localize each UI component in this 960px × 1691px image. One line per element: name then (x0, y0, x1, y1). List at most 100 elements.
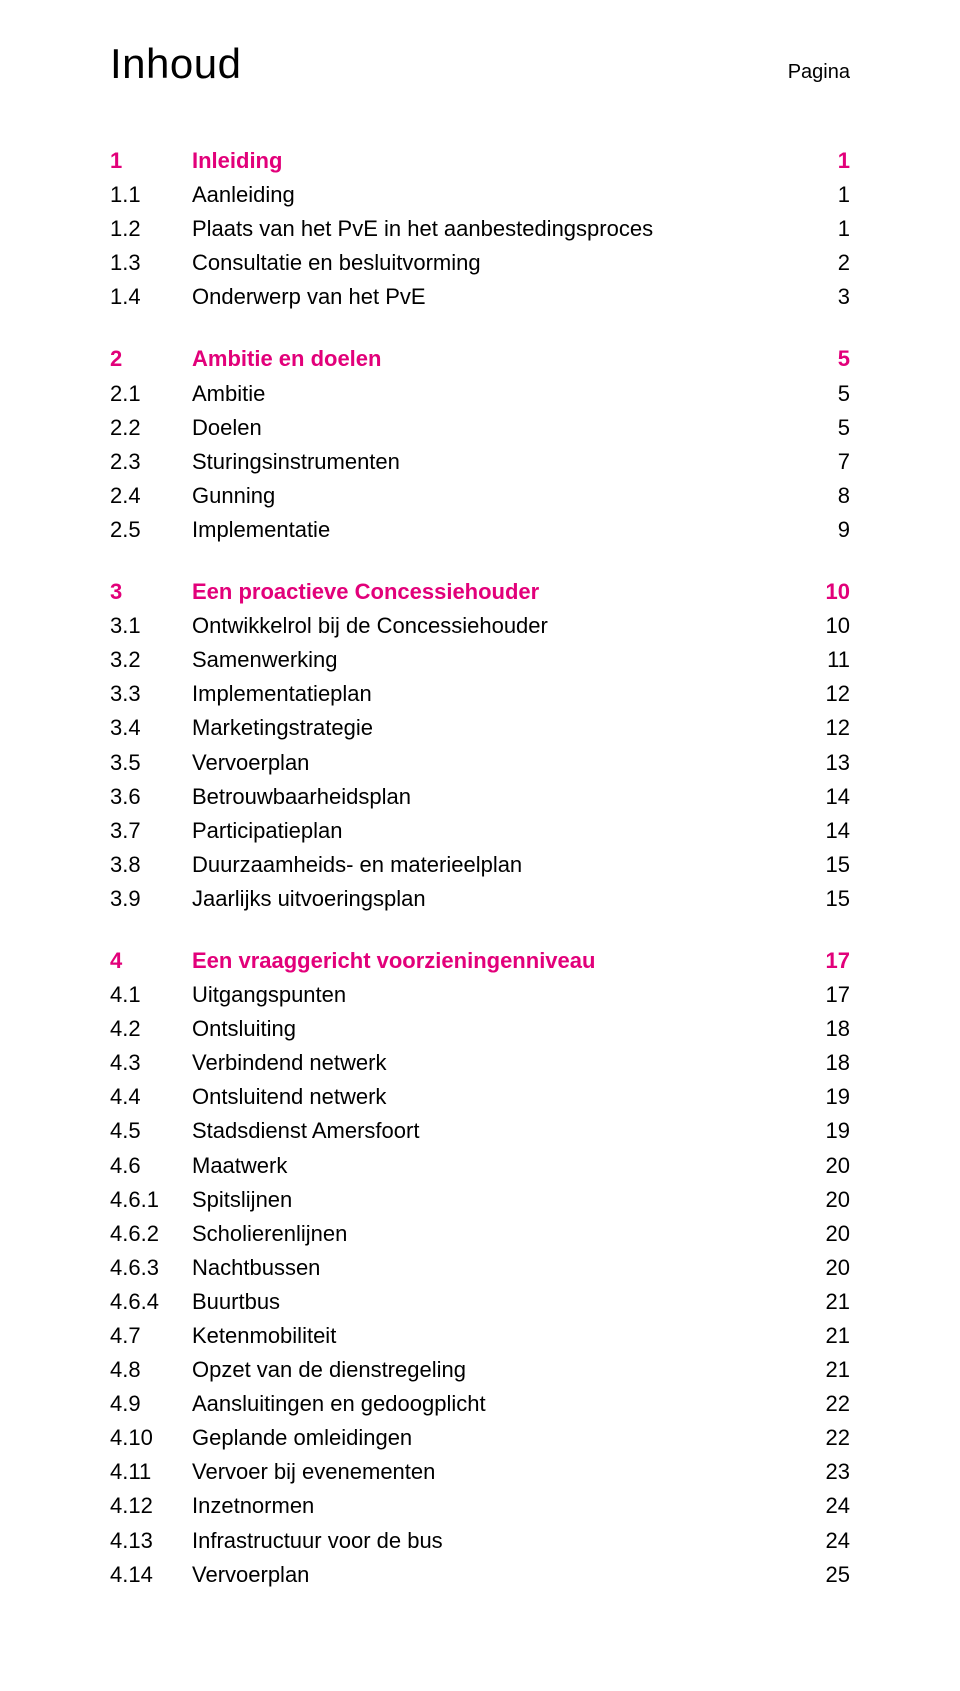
toc-page-number: 14 (800, 780, 850, 814)
toc-item: 4.11Vervoer bij evenementen23 (110, 1455, 850, 1489)
toc-item: 4.9Aansluitingen en gedoogplicht22 (110, 1387, 850, 1421)
toc-page-number: 20 (800, 1149, 850, 1183)
toc-number: 2.5 (110, 513, 192, 547)
toc-page-number: 5 (800, 411, 850, 445)
toc-label: Implementatie (192, 513, 330, 547)
toc-item: 3.6Betrouwbaarheidsplan14 (110, 780, 850, 814)
toc-section: 4Een vraaggericht voorzieningenniveau17 4… (110, 944, 850, 1592)
toc-item: 3.5Vervoerplan13 (110, 746, 850, 780)
toc-item: 4.6.1Spitslijnen 20 (110, 1183, 850, 1217)
toc-page-number: 2 (800, 246, 850, 280)
toc-label: Buurtbus (192, 1285, 280, 1319)
toc-page-number: 24 (800, 1524, 850, 1558)
toc-number: 2.4 (110, 479, 192, 513)
toc-label: Onderwerp van het PvE (192, 280, 426, 314)
toc-item: 4.14Vervoerplan 25 (110, 1558, 850, 1592)
toc-item: 3.2Samenwerking11 (110, 643, 850, 677)
toc-page-number: 14 (800, 814, 850, 848)
toc-page-number: 25 (800, 1558, 850, 1592)
toc-item: 3.7Participatieplan14 (110, 814, 850, 848)
toc-section: 3Een proactieve Concessiehouder103.1Ontw… (110, 575, 850, 916)
toc-item: 1.4Onderwerp van het PvE 3 (110, 280, 850, 314)
toc-number: 4.6.2 (110, 1217, 192, 1251)
toc-page-number: 20 (800, 1183, 850, 1217)
toc-item: 4.6Maatwerk 20 (110, 1149, 850, 1183)
toc-number: 4.4 (110, 1080, 192, 1114)
toc-label: Scholierenlijnen (192, 1217, 347, 1251)
toc-number: 1 (110, 144, 192, 178)
toc-item: 3.8Duurzaamheids- en materieelplan 15 (110, 848, 850, 882)
toc-section-heading: 4Een vraaggericht voorzieningenniveau17 (110, 944, 850, 978)
toc-page-number: 9 (800, 513, 850, 547)
toc-page-number: 22 (800, 1387, 850, 1421)
toc-item: 2.1Ambitie5 (110, 377, 850, 411)
toc-number: 4.6.3 (110, 1251, 192, 1285)
toc-page-number: 10 (800, 609, 850, 643)
toc-item: 2.5Implementatie 9 (110, 513, 850, 547)
toc-number: 3.1 (110, 609, 192, 643)
toc-label: Gunning (192, 479, 275, 513)
toc-number: 4.6 (110, 1149, 192, 1183)
toc-number: 4.6.1 (110, 1183, 192, 1217)
toc-label: Inzetnormen (192, 1489, 314, 1523)
toc-page-number: 12 (800, 711, 850, 745)
toc-number: 1.2 (110, 212, 192, 246)
toc-number: 3.5 (110, 746, 192, 780)
toc-number: 4.14 (110, 1558, 192, 1592)
toc-number: 1.4 (110, 280, 192, 314)
toc-page-number: 17 (800, 978, 850, 1012)
toc-item: 4.4Ontsluitend netwerk19 (110, 1080, 850, 1114)
toc-number: 2.3 (110, 445, 192, 479)
header-row: Inhoud Pagina (110, 40, 850, 88)
toc-page-number: 18 (800, 1046, 850, 1080)
toc-number: 3.2 (110, 643, 192, 677)
toc-label: Duurzaamheids- en materieelplan (192, 848, 522, 882)
toc-number: 4.2 (110, 1012, 192, 1046)
toc-number: 3.4 (110, 711, 192, 745)
toc-label: Vervoerplan (192, 1558, 309, 1592)
toc-label: Spitslijnen (192, 1183, 292, 1217)
toc-item: 3.9Jaarlijks uitvoeringsplan15 (110, 882, 850, 916)
toc-label: Doelen (192, 411, 262, 445)
toc-label: Jaarlijks uitvoeringsplan (192, 882, 426, 916)
toc-label: Maatwerk (192, 1149, 287, 1183)
toc-page-number: 15 (800, 848, 850, 882)
toc-number: 4.12 (110, 1489, 192, 1523)
toc-label: Samenwerking (192, 643, 338, 677)
toc-page-number: 19 (800, 1114, 850, 1148)
toc-item: 2.4Gunning8 (110, 479, 850, 513)
toc-section: 2Ambitie en doelen52.1Ambitie52.2Doelen5… (110, 342, 850, 547)
toc-item: 4.6.4Buurtbus 21 (110, 1285, 850, 1319)
toc-label: Plaats van het PvE in het aanbestedingsp… (192, 212, 653, 246)
toc-label: Een vraaggericht voorzieningenniveau (192, 944, 595, 978)
toc-item: 3.1Ontwikkelrol bij de Concessiehouder 10 (110, 609, 850, 643)
toc-page-number: 15 (800, 882, 850, 916)
toc-label: Implementatieplan (192, 677, 372, 711)
toc-page-number: 21 (800, 1285, 850, 1319)
toc-label: Betrouwbaarheidsplan (192, 780, 411, 814)
toc-number: 4.6.4 (110, 1285, 192, 1319)
toc-label: Ontsluiting (192, 1012, 296, 1046)
toc-page-number: 12 (800, 677, 850, 711)
toc-page-number: 20 (800, 1251, 850, 1285)
toc-section-heading: 3Een proactieve Concessiehouder10 (110, 575, 850, 609)
toc-page-number: 1 (800, 178, 850, 212)
toc-label: Marketingstrategie (192, 711, 373, 745)
toc-label: Ontsluitend netwerk (192, 1080, 386, 1114)
toc-number: 3.8 (110, 848, 192, 882)
toc-number: 4.11 (110, 1455, 192, 1489)
toc-item: 4.2Ontsluiting18 (110, 1012, 850, 1046)
page-column-label: Pagina (788, 61, 850, 84)
toc-item: 1.3Consultatie en besluitvorming2 (110, 246, 850, 280)
toc-label: Ontwikkelrol bij de Concessiehouder (192, 609, 548, 643)
toc-label: Ambitie en doelen (192, 342, 381, 376)
toc-item: 1.2Plaats van het PvE in het aanbestedin… (110, 212, 850, 246)
toc-page-number: 3 (800, 280, 850, 314)
toc-item: 3.3Implementatieplan12 (110, 677, 850, 711)
toc-label: Uitgangspunten (192, 978, 346, 1012)
toc-label: Vervoerplan (192, 746, 309, 780)
toc-number: 4.9 (110, 1387, 192, 1421)
toc-number: 4.7 (110, 1319, 192, 1353)
toc-page-number: 22 (800, 1421, 850, 1455)
toc-number: 4.3 (110, 1046, 192, 1080)
